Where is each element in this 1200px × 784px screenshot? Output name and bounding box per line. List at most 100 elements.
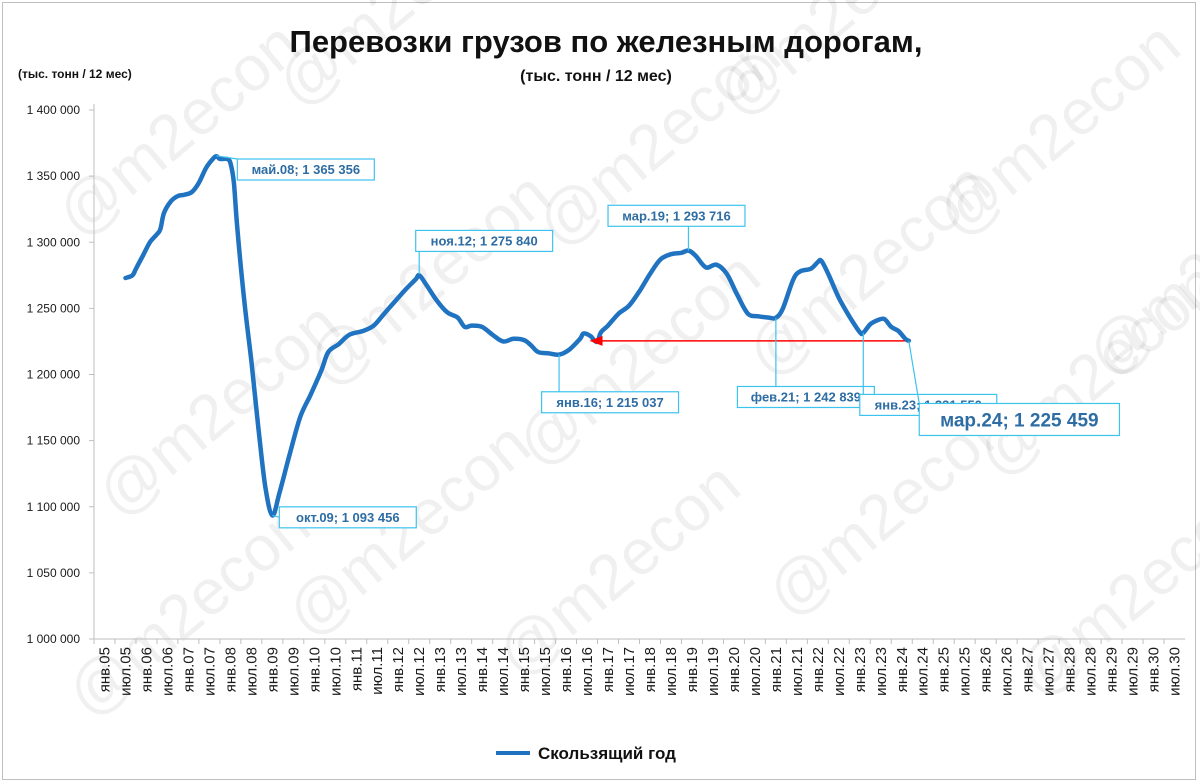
x-tick-label: июл.06 xyxy=(159,647,176,696)
y-tick-label: 1 050 000 xyxy=(27,566,81,580)
x-tick-label: янв.15 xyxy=(516,647,533,692)
x-tick-label: янв.24 xyxy=(894,647,911,692)
y-tick-label: 1 100 000 xyxy=(27,500,81,514)
series-line xyxy=(123,154,912,518)
watermark-text: @m2econ xyxy=(923,7,1193,250)
y-tick-label: 1 150 000 xyxy=(27,434,81,448)
callout-box xyxy=(918,402,1121,437)
callout-leader-line xyxy=(272,514,280,518)
x-tick-label: янв.12 xyxy=(390,647,407,692)
x-tick-label: янв.06 xyxy=(138,647,155,692)
x-tick-label: июл.25 xyxy=(957,647,974,696)
data-callout: мар.19; 1 293 716 xyxy=(607,204,746,251)
data-callout: фев.21; 1 242 839 xyxy=(736,317,875,409)
y-tick-label: 1 250 000 xyxy=(27,301,81,315)
callout-label: фев.21; 1 242 839 xyxy=(751,390,861,405)
x-tick-label: янв.28 xyxy=(1062,647,1079,692)
x-tick-label: июл.16 xyxy=(579,647,596,696)
x-tick-label: янв.21 xyxy=(768,647,785,692)
x-tick-label: июл.28 xyxy=(1083,647,1100,696)
y-tick-label: 1 200 000 xyxy=(27,368,81,382)
x-tick-label: июл.07 xyxy=(201,647,218,696)
x-tick-label: июл.17 xyxy=(621,647,638,696)
x-tick-label: янв.17 xyxy=(600,647,617,692)
data-callout: ноя.12; 1 275 840 xyxy=(415,229,554,275)
callout-label: май.08; 1 365 356 xyxy=(252,162,361,177)
y-tick-label: 1 000 000 xyxy=(27,632,81,646)
watermark-text: @m2econ xyxy=(1073,147,1200,390)
watermark-text: @m2econ xyxy=(263,0,533,121)
x-tick-label: июл.12 xyxy=(411,647,428,696)
y-axis-label: (тыс. тонн / 12 мес) xyxy=(18,67,132,81)
x-tick-label: июл.13 xyxy=(453,647,470,696)
x-tick-label: янв.25 xyxy=(936,647,953,692)
callout-box xyxy=(540,391,680,414)
chart-subtitle: (тыс. тонн / 12 мес) xyxy=(520,68,672,85)
callout-box xyxy=(278,506,417,529)
x-tick-label: июл.08 xyxy=(243,647,260,696)
x-tick-label: янв.22 xyxy=(810,647,827,692)
x-tick-label: янв.30 xyxy=(1146,647,1163,692)
data-callout: янв.16; 1 215 037 xyxy=(540,354,680,414)
x-tick-label: июл.23 xyxy=(873,647,890,696)
x-tick-label: июл.05 xyxy=(117,647,134,696)
callout-label: янв.16; 1 215 037 xyxy=(556,395,663,410)
data-callout: май.08; 1 365 356 xyxy=(216,155,375,181)
watermark-text: @m2econ xyxy=(503,237,773,480)
x-tick-label: июл.15 xyxy=(537,647,554,696)
x-tick-label: янв.19 xyxy=(684,647,701,692)
callout-leader-line xyxy=(908,340,920,404)
watermark-text: @m2econ xyxy=(43,7,313,250)
x-tick-label: июл.10 xyxy=(327,647,344,696)
x-tick-label: янв.08 xyxy=(222,647,239,692)
x-tick-label: янв.18 xyxy=(642,647,659,692)
x-tick-label: июл.09 xyxy=(285,647,302,696)
callout-label: ноя.12; 1 275 840 xyxy=(431,234,538,249)
x-tick-label: янв.29 xyxy=(1104,647,1121,692)
callout-box xyxy=(415,229,554,253)
x-tick-label: июл.24 xyxy=(915,647,932,696)
data-callout: окт.09; 1 093 456 xyxy=(272,506,417,529)
callout-leader-line xyxy=(216,155,238,160)
y-tick-label: 1 400 000 xyxy=(27,103,81,117)
x-tick-label: июл.18 xyxy=(663,647,680,696)
watermark-text: @m2econ xyxy=(293,157,563,400)
watermark-layer: @m2econ@m2econ@m2econ@m2econ@m2econ@m2ec… xyxy=(43,0,1200,731)
x-tick-label: июл.11 xyxy=(369,647,386,695)
callout-box xyxy=(607,204,746,227)
callout-label: окт.09; 1 093 456 xyxy=(296,510,400,525)
x-tick-label: янв.23 xyxy=(852,647,869,692)
reference-arrow-head xyxy=(589,335,603,346)
chart-title: Перевозки грузов по железным дорогам, xyxy=(290,24,923,59)
x-tick-label: июл.27 xyxy=(1041,647,1058,696)
watermark-text: @m2econ xyxy=(273,407,543,650)
x-tick-label: янв.07 xyxy=(180,647,197,692)
y-tick-label: 1 350 000 xyxy=(27,169,81,183)
x-tick-label: янв.16 xyxy=(558,647,575,692)
x-tick-label: июл.29 xyxy=(1125,647,1142,696)
plot-area xyxy=(123,154,912,518)
x-tick-label: янв.20 xyxy=(726,647,743,692)
x-tick-label: июл.21 xyxy=(789,647,806,696)
x-tick-label: июл.20 xyxy=(747,647,764,696)
legend: Скользящий год xyxy=(496,744,676,763)
legend-label: Скользящий год xyxy=(538,744,676,763)
x-tick-label: июл.14 xyxy=(495,647,512,696)
callout-label: мар.24; 1 225 459 xyxy=(940,410,1099,431)
x-tick-label: янв.11 xyxy=(348,647,365,691)
y-tick-label: 1 300 000 xyxy=(27,235,81,249)
axes: 1 400 000 1 350 000 1 300 000 1 250 000 1 20… xyxy=(27,103,1185,696)
watermark-text: @m2econ xyxy=(83,287,353,530)
x-tick-label: июл.30 xyxy=(1167,647,1184,696)
x-tick-label: янв.10 xyxy=(306,647,323,692)
x-tick-label: янв.13 xyxy=(432,647,449,692)
callout-label: мар.19; 1 293 716 xyxy=(622,208,730,223)
callout-box xyxy=(236,158,375,181)
x-tick-label: июл.22 xyxy=(831,647,848,696)
x-tick-label: янв.09 xyxy=(264,647,281,692)
data-callout: мар.24; 1 225 459 xyxy=(908,340,1121,437)
x-tick-label: июл.26 xyxy=(999,647,1016,696)
annotations: май.08; 1 365 356 окт.09; 1 093 456 ноя.12… xyxy=(216,155,1121,529)
